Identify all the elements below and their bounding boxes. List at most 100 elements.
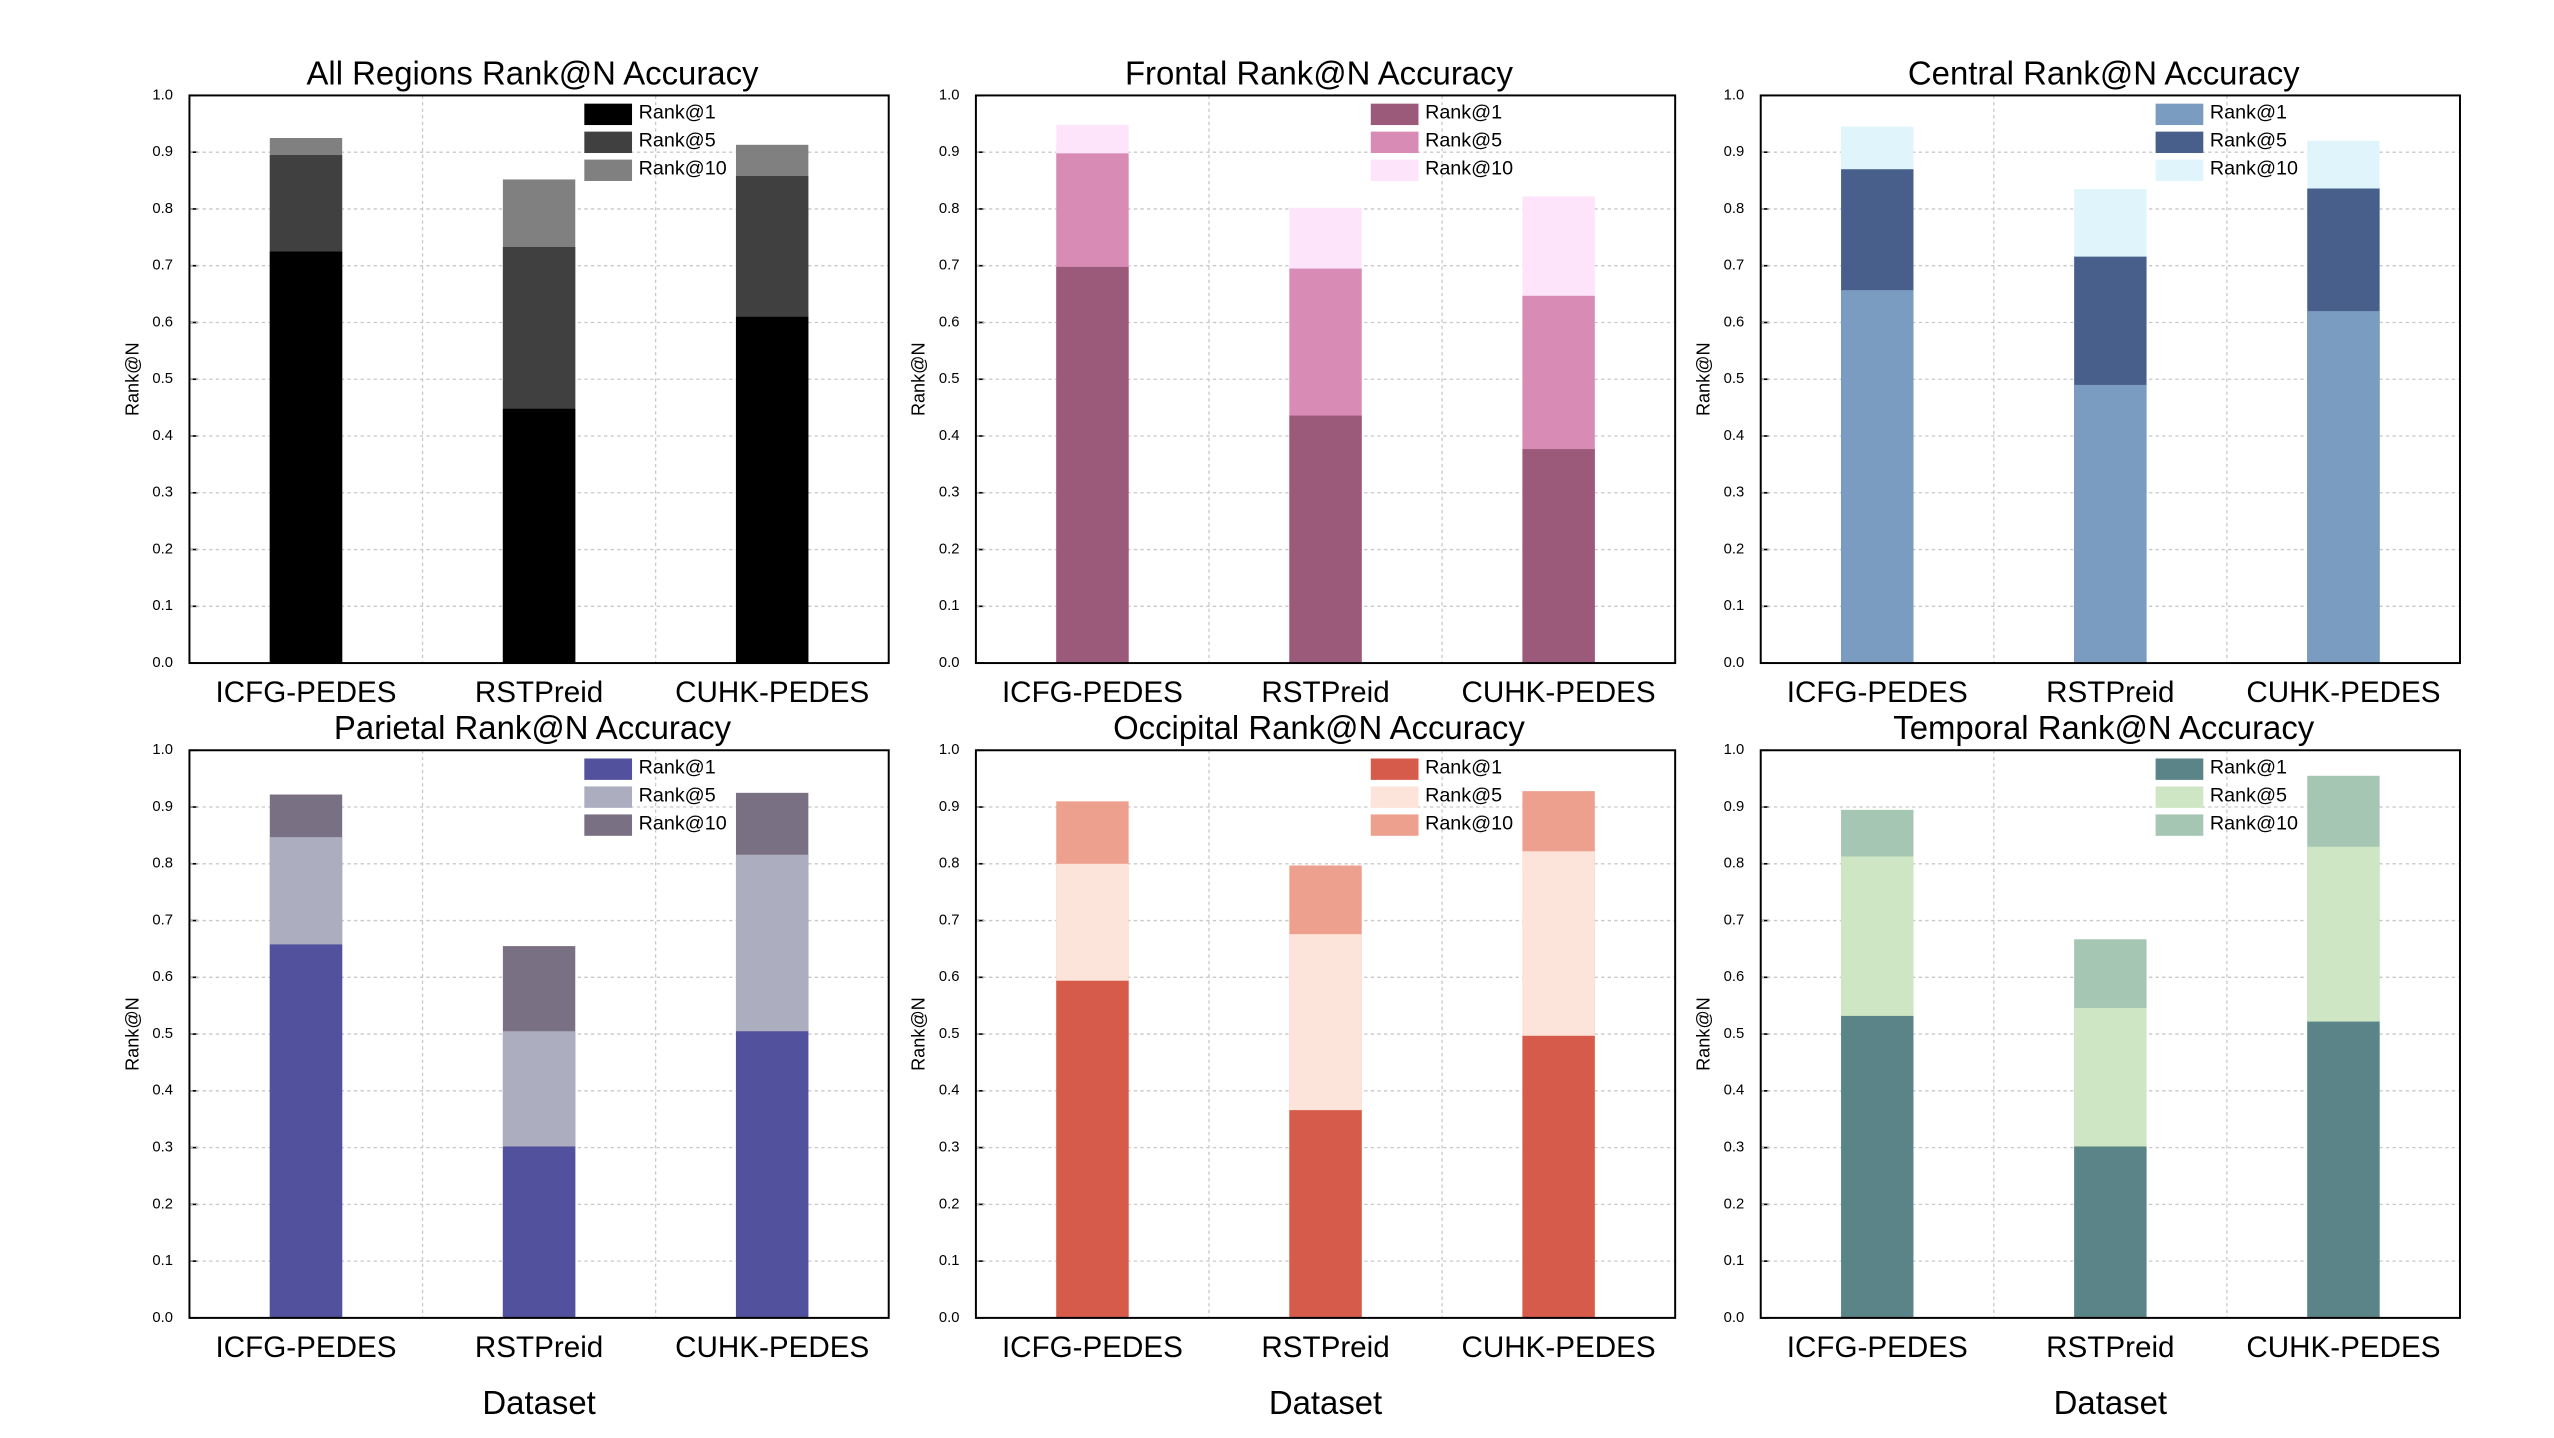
panel: 0.0 0.1 0.2 0.3 0.4 0.5 0.6 0.7 0.8 0.9 1.0 ICFG-PE… [1694, 54, 2461, 709]
legend-label: Rank@10 [2210, 813, 2298, 835]
y-tick-label: 0.1 [939, 1253, 960, 1269]
legend-label: Rank@5 [639, 130, 716, 152]
y-tick-label: 0.0 [939, 1310, 960, 1326]
y-tick-label: 0.6 [1724, 314, 1745, 330]
plot-frame [974, 94, 1677, 665]
y-tick-label: 0.8 [152, 201, 173, 217]
y-tick-label: 0.8 [1724, 856, 1745, 872]
legend-label: Rank@1 [639, 102, 716, 124]
y-tick-label: 0.4 [939, 1083, 960, 1099]
legend-label: Rank@10 [639, 158, 727, 180]
bar [1841, 290, 1914, 664]
y-tick-label: 0.3 [939, 485, 960, 501]
x-tick-label: RSTPreid [1261, 1331, 1389, 1364]
y-tick-label: 0.8 [939, 201, 960, 217]
legend-swatch [1370, 786, 1419, 808]
x-axis-label: Dataset [1269, 1384, 1382, 1421]
x-tick-label: ICFG-PEDES [1002, 1331, 1183, 1364]
x-tick-label: ICFG-PEDES [216, 676, 397, 709]
legend-swatch [1370, 159, 1419, 181]
y-tick-label: 0.5 [1724, 1026, 1745, 1042]
x-tick-label: CUHK-PEDES [675, 1331, 869, 1364]
x-tick-label: CUHK-PEDES [1462, 676, 1656, 709]
y-tick-label: 0.1 [939, 598, 960, 614]
plot-frame [188, 94, 890, 665]
plot-frame [974, 749, 1677, 1319]
chart-title: Temporal Rank@N Accuracy [1893, 709, 2314, 746]
y-tick-label: 0.4 [1724, 1083, 1745, 1099]
y-tick-label: 0.7 [939, 912, 960, 928]
bar [1522, 449, 1595, 664]
bar [269, 944, 343, 1318]
y-tick-label: 0.2 [939, 1196, 960, 1212]
legend-label: Rank@10 [1425, 813, 1513, 835]
chart-title: Occipital Rank@N Accuracy [1113, 709, 1525, 746]
y-tick-label: 0.6 [939, 969, 960, 985]
y-tick-label: 0.7 [1724, 258, 1745, 274]
bar [1289, 415, 1362, 664]
y-tick-label: 0.9 [939, 799, 960, 815]
y-tick-label: 0.0 [152, 655, 173, 671]
y-tick-label: 1.0 [1724, 742, 1745, 758]
legend-label: Rank@5 [1425, 785, 1502, 807]
x-tick-label: CUHK-PEDES [2246, 1331, 2440, 1364]
y-tick-label: 0.6 [152, 969, 173, 985]
y-tick-label: 0.2 [152, 1196, 173, 1212]
bar [735, 316, 809, 664]
y-tick-label: 0.3 [152, 485, 173, 501]
y-tick-label: 0.1 [152, 598, 173, 614]
y-tick-label: 0.2 [1724, 1196, 1745, 1212]
bar [1056, 266, 1129, 664]
chart-title: Frontal Rank@N Accuracy [1125, 54, 1514, 91]
y-tick-label: 0.3 [1724, 1140, 1745, 1156]
legend-swatch [584, 131, 633, 154]
y-tick-label: 1.0 [939, 87, 960, 103]
y-axis-label: Rank@N [1694, 997, 1714, 1071]
y-tick-label: 0.1 [1724, 598, 1745, 614]
y-tick-label: 0.5 [152, 1026, 173, 1042]
y-tick-label: 0.7 [1724, 912, 1745, 928]
legend-label: Rank@1 [1425, 102, 1502, 124]
y-axis-label: Rank@N [909, 997, 929, 1071]
y-tick-label: 0.3 [1724, 485, 1745, 501]
y-axis-label: Rank@N [122, 342, 142, 416]
y-tick-label: 0.9 [939, 144, 960, 160]
y-tick-label: 0.5 [939, 371, 960, 387]
panel: 0.0 0.1 0.2 0.3 0.4 0.5 0.6 0.7 0.8 0.9 1.0 ICFG-PE… [909, 54, 1677, 709]
y-tick-label: 0.4 [1724, 428, 1745, 444]
x-tick-label: ICFG-PEDES [216, 1331, 397, 1364]
panel: 0.0 0.1 0.2 0.3 0.4 0.5 0.6 0.7 0.8 0.9 1.0 ICFG-PE… [122, 709, 890, 1421]
y-tick-label: 0.5 [1724, 371, 1745, 387]
legend-swatch [584, 758, 633, 780]
y-tick-label: 0.6 [152, 314, 173, 330]
legend-swatch [1370, 103, 1419, 126]
y-tick-label: 0.4 [939, 428, 960, 444]
y-tick-label: 0.0 [939, 655, 960, 671]
x-tick-label: RSTPreid [1261, 676, 1389, 709]
plot-frame [188, 749, 890, 1319]
bar [2074, 1146, 2147, 1318]
plot-frame [1759, 94, 2461, 665]
legend-swatch [584, 159, 633, 181]
x-tick-label: CUHK-PEDES [2246, 676, 2440, 709]
panel: 0.0 0.1 0.2 0.3 0.4 0.5 0.6 0.7 0.8 0.9 1.0 ICFG-PE… [1694, 709, 2461, 1421]
y-axis-label: Rank@N [122, 997, 142, 1071]
legend-swatch [1370, 758, 1419, 780]
x-tick-label: ICFG-PEDES [1002, 676, 1183, 709]
x-axis-label: Dataset [482, 1384, 595, 1421]
legend-label: Rank@5 [2210, 785, 2287, 807]
bar [1056, 980, 1129, 1318]
y-tick-label: 0.1 [152, 1253, 173, 1269]
y-tick-label: 0.9 [152, 799, 173, 815]
legend-swatch [584, 814, 633, 836]
y-tick-label: 0.3 [152, 1140, 173, 1156]
legend-swatch [584, 786, 633, 808]
x-tick-label: CUHK-PEDES [675, 676, 869, 709]
legend-label: Rank@10 [2210, 158, 2298, 180]
y-tick-label: 0.9 [1724, 144, 1745, 160]
bar [2307, 311, 2380, 664]
legend-swatch [1370, 131, 1419, 154]
legend-label: Rank@5 [1425, 130, 1502, 152]
legend-swatch [2155, 758, 2204, 780]
